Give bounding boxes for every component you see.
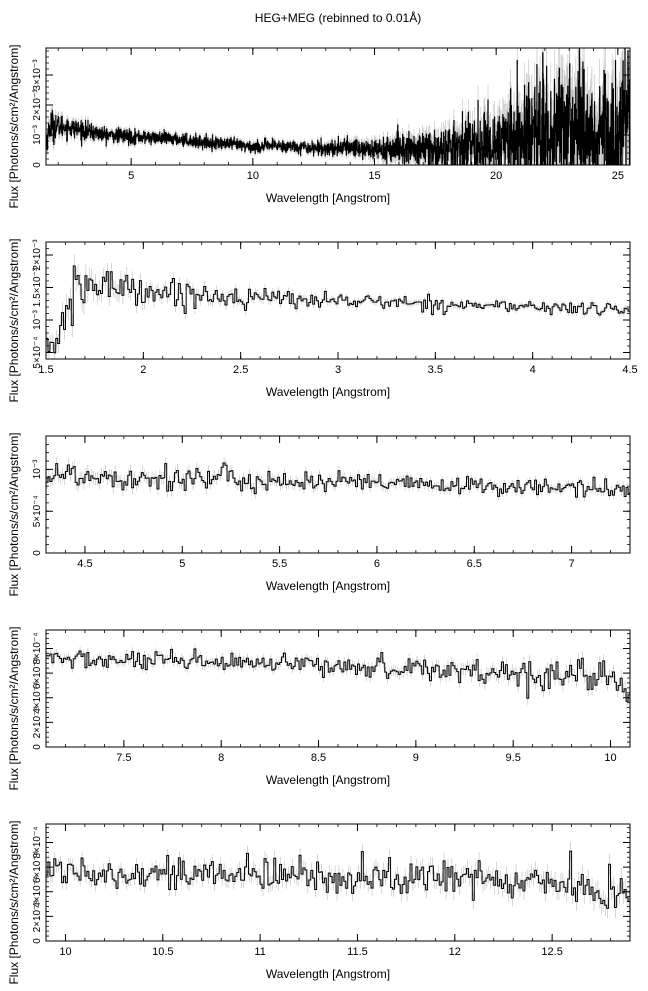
panel-1: 5 10 15 20 25 0 10⁻³ 2×10⁻³3×10⁻³ Wavelength [An… (7, 44, 631, 209)
y-tick-label: 0 (32, 938, 43, 944)
y-tick-label: 2×10⁻⁴ (32, 900, 43, 932)
x-tick-label: 10 (247, 170, 259, 182)
x-tick-label: 9 (413, 752, 419, 764)
y-tick-label: 1.5×10⁻³ (32, 267, 43, 307)
y-tick-label: 8×10⁻⁴ (32, 826, 43, 858)
x-axis-label: Wavelength [Angstrom] (266, 385, 390, 399)
x-minor-ticks (45, 436, 631, 553)
y-tick-label: 6×10⁻⁴ (32, 657, 43, 689)
y-tick-label: 5×10⁻⁴ (32, 336, 43, 368)
y-tick-label: 2×10⁻³ (32, 239, 43, 271)
x-tick-label: 3.5 (428, 364, 443, 376)
y-tick-label: 10⁻³ (32, 459, 43, 479)
x-tick-label: 10 (604, 752, 616, 764)
x-axis-label: Wavelength [Angstrom] (266, 191, 390, 205)
y-tick-label: 2×10⁻⁴ (32, 706, 43, 738)
error-bars (46, 644, 630, 710)
y-tick-label: 0 (32, 744, 43, 750)
y-tick-label: 10⁻³ (32, 309, 43, 329)
y-axis-label: Flux [Photons/s/cm²/Angstrom] (7, 44, 21, 208)
x-tick-label: 12.5 (541, 946, 562, 958)
x-tick-label: 8.5 (311, 752, 326, 764)
y-axis-label: Flux [Photons/s/cm²/Angstrom] (7, 432, 21, 596)
plot-frame (45, 47, 631, 166)
x-tick-label: 5 (179, 558, 185, 570)
x-axis-label: Wavelength [Angstrom] (266, 579, 390, 593)
y-tick-label: 8×10⁻⁴ (32, 632, 43, 664)
panel-3: 4.5 5 5.5 6 6.5 7 0 5×10⁻⁴ 10⁻³ Wavelength [Angst… (7, 432, 631, 597)
panel-4: 7.5 8 8.5 9 9.5 10 0 2×10⁻⁴4×10⁻⁴6×10⁻⁴8×10⁻⁴ Wa… (7, 626, 631, 791)
y-tick-label: 0 (32, 550, 43, 556)
x-axis-label: Wavelength [Angstrom] (266, 773, 390, 787)
x-tick-label: 6 (374, 558, 380, 570)
spectrum-line (46, 850, 630, 909)
x-tick-label: 1.5 (38, 364, 53, 376)
x-tick-label: 9.5 (506, 752, 521, 764)
x-tick-label: 7.5 (116, 752, 131, 764)
y-tick-label: 0 (32, 162, 43, 168)
x-tick-label: 4 (530, 364, 536, 376)
y-tick-label: 6×10⁻⁴ (32, 851, 43, 883)
y-tick-label: 5×10⁻⁴ (32, 495, 43, 527)
x-tick-label: 10 (59, 946, 71, 958)
spectrum-line (46, 648, 630, 702)
x-tick-label: 6.5 (467, 558, 482, 570)
x-tick-label: 10.5 (152, 946, 173, 958)
figure-title: HEG+MEG (rebinned to 0.01Å) (255, 10, 421, 25)
spectrum-line (46, 265, 630, 354)
x-tick-label: 3 (335, 364, 341, 376)
x-tick-label: 25 (612, 170, 624, 182)
y-tick-label: 4×10⁻⁴ (32, 876, 43, 908)
y-tick-label: 10⁻³ (32, 124, 43, 144)
x-tick-label: 8 (218, 752, 224, 764)
x-tick-label: 12 (449, 946, 461, 958)
x-tick-label: 20 (490, 170, 502, 182)
y-tick-label: 2×10⁻³ (32, 89, 43, 121)
y-tick-label: 4×10⁻⁴ (32, 682, 43, 714)
x-tick-label: 2.5 (233, 364, 248, 376)
panel-2: 1.5 2 2.5 3 3.5 4 4.5 5×10⁻⁴ 10⁻³ 1.5×10⁻³2×10⁻³ W… (7, 238, 638, 402)
y-tick-label: 3×10⁻³ (32, 59, 43, 91)
x-tick-label: 5 (128, 170, 134, 182)
y-axis-label: Flux [Photons/s/cm²/Angstrom] (7, 238, 21, 402)
x-tick-label: 4.5 (622, 364, 637, 376)
x-tick-label: 4.5 (77, 558, 92, 570)
x-tick-label: 2 (140, 364, 146, 376)
x-tick-label: 7 (569, 558, 575, 570)
x-tick-label: 15 (368, 170, 380, 182)
y-axis-label: Flux [Photons/s/cm²/Angstrom] (7, 820, 21, 984)
plot-frame (45, 435, 631, 554)
y-axis-label: Flux [Photons/s/cm²/Angstrom] (7, 626, 21, 790)
x-axis-label: Wavelength [Angstrom] (266, 967, 390, 981)
error-bars (46, 254, 630, 359)
y-minor-ticks (46, 435, 630, 554)
x-tick-label: 11.5 (347, 946, 368, 958)
panel-5: 10 10.5 11 11.5 12 12.5 0 2×10⁻⁴4×10⁻⁴6×10⁻⁴8×1… (7, 820, 631, 985)
spectrum-line (46, 48, 630, 165)
spectrum-line (46, 462, 630, 498)
x-tick-label: 5.5 (272, 558, 287, 570)
x-tick-label: 11 (254, 946, 265, 958)
